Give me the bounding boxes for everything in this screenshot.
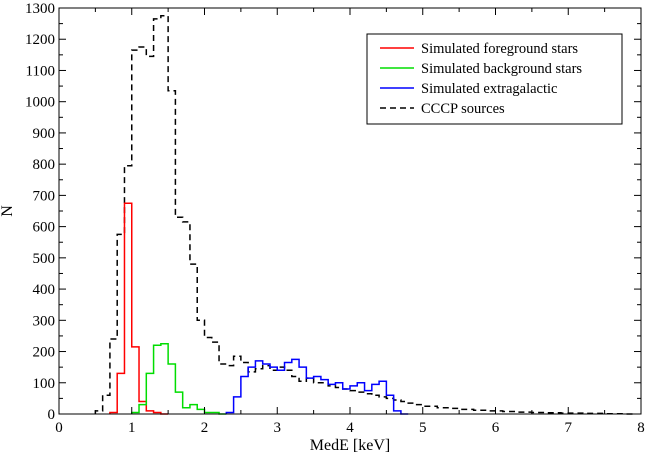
y-tick-label: 400 [33, 282, 56, 298]
series-0-histogram [109, 202, 169, 415]
legend-label-1: Simulated background stars [421, 61, 582, 77]
legend-label-2: Simulated extragalactic [421, 81, 557, 97]
y-tick-label: 600 [33, 220, 56, 236]
x-tick-label: 7 [565, 420, 573, 436]
y-tick-label: 800 [33, 157, 56, 173]
y-tick-label: 200 [33, 345, 56, 361]
x-tick-label: 6 [492, 420, 500, 436]
series-3-histogram [94, 15, 634, 415]
y-tick-label: 900 [33, 126, 56, 142]
y-axis-label: N [0, 205, 16, 217]
y-tick-label: 1300 [25, 1, 55, 17]
x-tick-label: 8 [637, 420, 645, 436]
x-axis-label: MedE [keV] [310, 437, 390, 454]
y-tick-label: 1100 [26, 63, 55, 79]
legend-box [366, 33, 623, 125]
y-tick-label: 1000 [25, 95, 55, 111]
x-tick-label: 1 [128, 420, 136, 436]
x-tick-label: 4 [346, 420, 354, 436]
y-tick-label: 700 [33, 188, 56, 204]
legend-label-0: Simulated foreground stars [421, 41, 578, 57]
ticks-layer: 0 1 2 3 4 5 6 7 8 0 100 200 300 400 500 600 700 800 900 100… [25, 1, 645, 436]
y-tick-label: 500 [33, 251, 56, 267]
legend-label-3: CCCP sources [421, 101, 505, 117]
y-tick-label: 1200 [25, 32, 55, 48]
y-tick-label: 300 [33, 313, 56, 329]
x-tick-label: 5 [419, 420, 427, 436]
y-tick-label: 100 [33, 376, 56, 392]
x-tick-label: 2 [201, 420, 209, 436]
x-tick-label: 0 [55, 420, 63, 436]
legend: Simulated foreground stars Simulated back… [366, 33, 623, 125]
series-2-histogram [225, 358, 409, 415]
x-tick-label: 3 [274, 420, 282, 436]
y-tick-label: 0 [48, 407, 56, 423]
